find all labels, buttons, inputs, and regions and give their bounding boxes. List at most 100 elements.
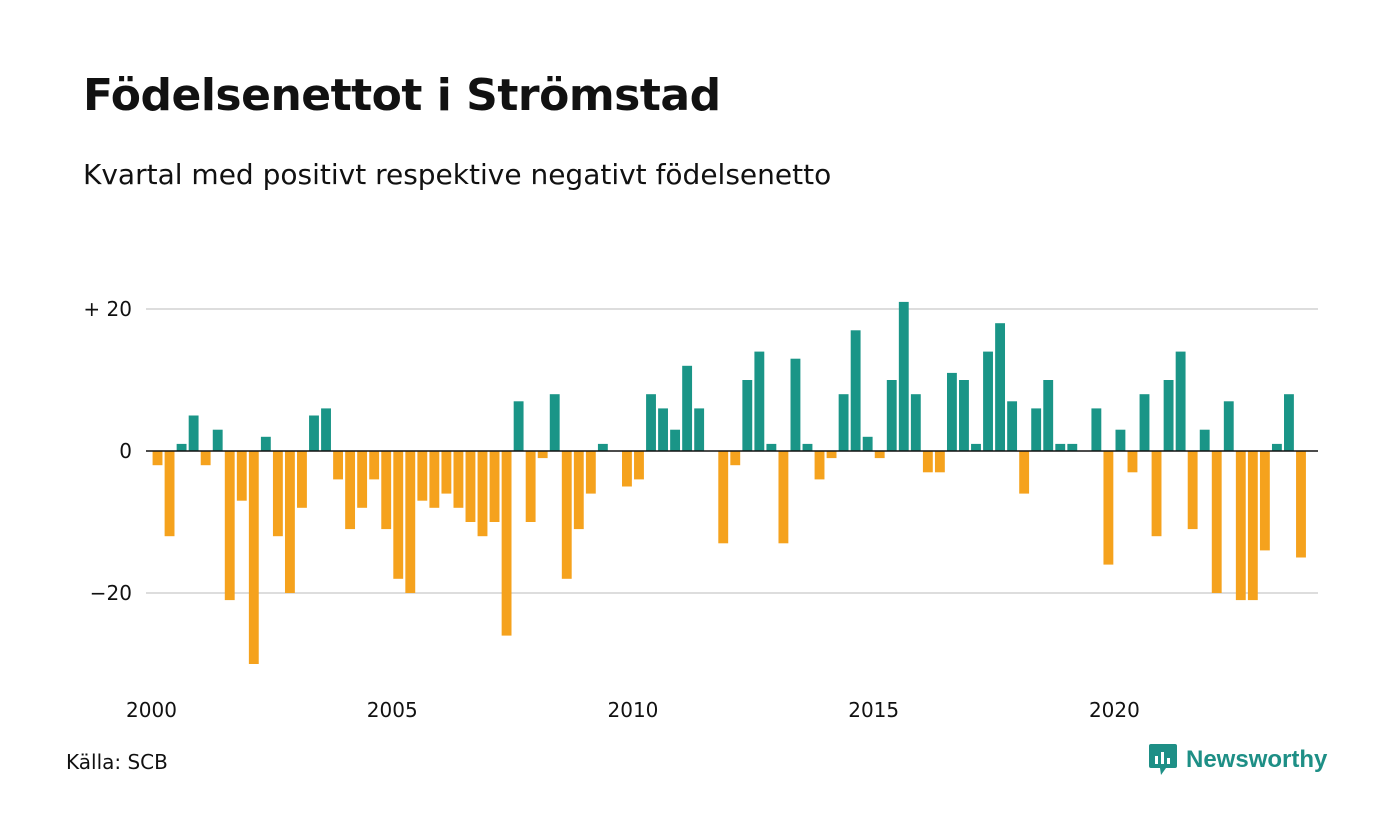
bar-positive (1284, 394, 1294, 451)
bar-positive (1055, 444, 1065, 451)
bar-positive (1164, 380, 1174, 451)
bar-positive (1091, 408, 1101, 451)
bar-negative (634, 451, 644, 479)
bar-negative (237, 451, 247, 501)
bar-negative (345, 451, 355, 529)
bar-positive (1116, 430, 1126, 451)
bar-positive (1200, 430, 1210, 451)
bar-negative (466, 451, 476, 522)
bar-negative (923, 451, 933, 472)
x-tick-label: 2000 (126, 698, 177, 722)
bar-positive (598, 444, 608, 451)
bar-negative (526, 451, 536, 522)
bar-positive (791, 359, 801, 451)
x-tick-label: 2010 (608, 698, 659, 722)
brand-logo: Newsworthy (1148, 742, 1327, 778)
bar-positive (851, 330, 861, 451)
bar-positive (514, 401, 524, 451)
bar-negative (417, 451, 427, 501)
bar-positive (1272, 444, 1282, 451)
bar-negative (1103, 451, 1113, 565)
bar-positive (766, 444, 776, 451)
bar-negative (1152, 451, 1162, 536)
bar-negative (453, 451, 463, 508)
bar-negative (1019, 451, 1029, 494)
bar-positive (670, 430, 680, 451)
bar-negative (1188, 451, 1198, 529)
bars (153, 302, 1306, 664)
bar-positive (863, 437, 873, 451)
bar-positive (550, 394, 560, 451)
bar-negative (1260, 451, 1270, 550)
bar-negative (429, 451, 439, 508)
bar-negative (1296, 451, 1306, 558)
bar-positive (911, 394, 921, 451)
bar-positive (261, 437, 271, 451)
brand-name: Newsworthy (1186, 746, 1327, 774)
bar-negative (369, 451, 379, 479)
bar-negative (1236, 451, 1246, 600)
bar-negative (441, 451, 451, 494)
bar-negative (249, 451, 259, 664)
bar-positive (1140, 394, 1150, 451)
bar-positive (1224, 401, 1234, 451)
bar-positive (1043, 380, 1053, 451)
bar-positive (189, 416, 199, 452)
bar-negative (333, 451, 343, 479)
x-tick-label: 2005 (367, 698, 418, 722)
bar-negative (357, 451, 367, 508)
bar-negative (1128, 451, 1138, 472)
bar-negative (586, 451, 596, 494)
y-tick-label: −20 (90, 581, 132, 605)
bar-positive (995, 323, 1005, 451)
bar-positive (983, 352, 993, 451)
bar-negative (1212, 451, 1222, 593)
bar-negative (405, 451, 415, 593)
source-note: Källa: SCB (66, 750, 168, 774)
bar-negative (778, 451, 788, 543)
bar-negative (153, 451, 163, 465)
bar-positive (803, 444, 813, 451)
bar-positive (682, 366, 692, 451)
bar-negative (490, 451, 500, 522)
bar-negative (730, 451, 740, 465)
bar-positive (754, 352, 764, 451)
bar-chart: + 20 0 −20 2000 2005 2010 2015 2020 (0, 0, 1400, 840)
bar-negative (574, 451, 584, 529)
bar-positive (1067, 444, 1077, 451)
bar-positive (321, 408, 331, 451)
bar-positive (887, 380, 897, 451)
bar-negative (875, 451, 885, 458)
y-tick-label: 0 (119, 439, 132, 463)
bar-negative (1248, 451, 1258, 600)
bar-negative (827, 451, 837, 458)
bar-negative (935, 451, 945, 472)
bar-positive (694, 408, 704, 451)
bar-negative (538, 451, 548, 458)
bar-positive (177, 444, 187, 451)
bar-positive (309, 416, 319, 452)
bar-negative (297, 451, 307, 508)
bar-negative (718, 451, 728, 543)
bar-positive (1031, 408, 1041, 451)
bar-positive (947, 373, 957, 451)
bar-negative (393, 451, 403, 579)
bar-positive (1176, 352, 1186, 451)
bar-positive (971, 444, 981, 451)
bar-negative (201, 451, 211, 465)
x-tick-label: 2020 (1089, 698, 1140, 722)
bar-negative (285, 451, 295, 593)
bar-positive (213, 430, 223, 451)
y-tick-label: + 20 (83, 297, 132, 321)
bar-positive (899, 302, 909, 451)
axes: + 20 0 −20 2000 2005 2010 2015 2020 (83, 297, 1318, 722)
bar-negative (478, 451, 488, 536)
bar-negative (562, 451, 572, 579)
x-tick-label: 2015 (848, 698, 899, 722)
bar-negative (815, 451, 825, 479)
bar-positive (1007, 401, 1017, 451)
bar-negative (165, 451, 175, 536)
bar-negative (622, 451, 632, 487)
newsworthy-logo-icon (1148, 742, 1178, 778)
bar-negative (225, 451, 235, 600)
